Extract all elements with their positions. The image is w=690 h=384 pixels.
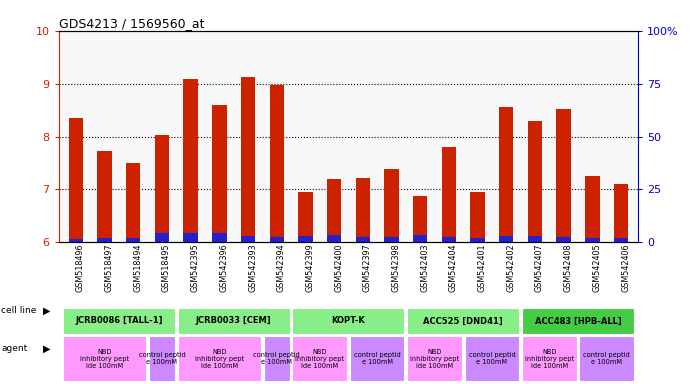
Bar — [97, 238, 112, 242]
Text: GSM542401: GSM542401 — [477, 243, 486, 292]
Bar — [327, 179, 342, 242]
Text: GSM542397: GSM542397 — [363, 243, 372, 292]
Text: ACC525 [DND41]: ACC525 [DND41] — [424, 316, 503, 325]
Bar — [528, 236, 542, 242]
Text: agent: agent — [1, 344, 28, 353]
Text: ACC483 [HPB-ALL]: ACC483 [HPB-ALL] — [535, 316, 622, 325]
Text: ▶: ▶ — [43, 344, 50, 354]
Bar — [614, 238, 628, 242]
Bar — [464, 336, 519, 381]
Bar — [270, 237, 284, 242]
Text: NBD
inhibitory pept
ide 100mM: NBD inhibitory pept ide 100mM — [195, 349, 244, 369]
Bar — [413, 235, 427, 242]
Text: GSM518496: GSM518496 — [76, 243, 85, 292]
Bar — [528, 121, 542, 242]
Text: JCRB0086 [TALL-1]: JCRB0086 [TALL-1] — [75, 316, 163, 325]
Bar — [69, 118, 83, 242]
Bar — [585, 238, 600, 242]
Bar — [614, 184, 628, 242]
Bar — [178, 336, 261, 381]
Bar — [407, 308, 519, 334]
Bar — [155, 233, 169, 242]
Bar — [522, 336, 577, 381]
Bar — [126, 163, 141, 242]
Bar — [264, 336, 290, 381]
Text: NBD
inhibitory pept
ide 100mM: NBD inhibitory pept ide 100mM — [410, 349, 459, 369]
Text: GSM542404: GSM542404 — [449, 243, 458, 292]
Bar — [556, 109, 571, 242]
Text: NBD
inhibitory pept
ide 100mM: NBD inhibitory pept ide 100mM — [295, 349, 344, 369]
Text: GSM518495: GSM518495 — [162, 243, 171, 292]
Text: control peptid
e 100mM: control peptid e 100mM — [253, 352, 300, 365]
Bar — [442, 147, 456, 242]
Text: GSM542398: GSM542398 — [391, 243, 400, 292]
Bar — [212, 233, 226, 242]
Text: KOPT-K: KOPT-K — [332, 316, 365, 325]
Bar — [556, 237, 571, 242]
Bar — [69, 239, 83, 242]
Text: ▶: ▶ — [43, 305, 50, 315]
Bar — [97, 151, 112, 242]
Text: control peptid
e 100mM: control peptid e 100mM — [139, 352, 186, 365]
Bar — [241, 236, 255, 242]
Bar — [471, 238, 485, 242]
Text: GSM518494: GSM518494 — [133, 243, 142, 292]
Bar — [350, 336, 404, 381]
Text: GSM542395: GSM542395 — [190, 243, 199, 292]
Bar — [149, 336, 175, 381]
Bar — [184, 79, 198, 242]
Text: GSM542402: GSM542402 — [506, 243, 515, 292]
Text: NBD
inhibitory pept
ide 100mM: NBD inhibitory pept ide 100mM — [524, 349, 574, 369]
Text: control peptid
e 100mM: control peptid e 100mM — [583, 352, 630, 365]
Text: control peptid
e 100mM: control peptid e 100mM — [354, 352, 400, 365]
Bar — [298, 192, 313, 242]
Bar — [580, 336, 634, 381]
Bar — [413, 196, 427, 242]
Text: GSM542408: GSM542408 — [564, 243, 573, 292]
Bar — [241, 77, 255, 242]
Bar — [63, 336, 146, 381]
Bar — [270, 84, 284, 242]
Bar — [184, 233, 198, 242]
Bar — [522, 308, 634, 334]
Text: NBD
inhibitory pept
ide 100mM: NBD inhibitory pept ide 100mM — [80, 349, 129, 369]
Bar — [355, 178, 370, 242]
Bar — [499, 236, 513, 242]
Bar — [384, 237, 399, 242]
Bar — [293, 336, 347, 381]
Text: GSM542406: GSM542406 — [621, 243, 630, 292]
Bar — [178, 308, 290, 334]
Bar — [298, 236, 313, 242]
Bar — [327, 235, 342, 242]
Bar — [471, 192, 485, 242]
Text: GSM542403: GSM542403 — [420, 243, 429, 292]
Bar — [126, 238, 141, 242]
Bar — [499, 108, 513, 242]
Bar — [212, 105, 226, 242]
Text: GSM542407: GSM542407 — [535, 243, 544, 292]
Text: GDS4213 / 1569560_at: GDS4213 / 1569560_at — [59, 17, 204, 30]
Bar — [585, 176, 600, 242]
Bar — [355, 237, 370, 242]
Bar — [384, 169, 399, 242]
Text: GSM542405: GSM542405 — [592, 243, 602, 292]
Bar — [407, 336, 462, 381]
Text: JCRB0033 [CEM]: JCRB0033 [CEM] — [196, 316, 271, 325]
Text: GSM542400: GSM542400 — [334, 243, 343, 292]
Bar — [293, 308, 404, 334]
Text: control peptid
e 100mM: control peptid e 100mM — [469, 352, 515, 365]
Text: cell line: cell line — [1, 306, 37, 315]
Text: GSM542396: GSM542396 — [219, 243, 228, 292]
Text: GSM542394: GSM542394 — [277, 243, 286, 292]
Text: GSM542393: GSM542393 — [248, 243, 257, 292]
Bar — [442, 237, 456, 242]
Text: GSM542399: GSM542399 — [306, 243, 315, 292]
Bar — [155, 136, 169, 242]
Text: GSM518497: GSM518497 — [105, 243, 114, 292]
Bar — [63, 308, 175, 334]
